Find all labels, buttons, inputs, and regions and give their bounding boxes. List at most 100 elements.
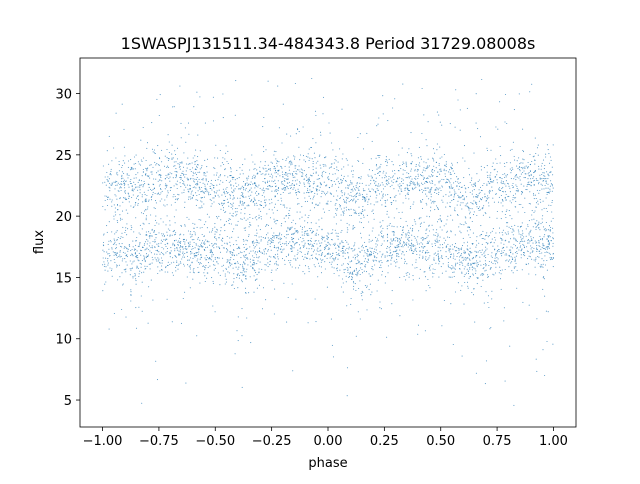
- data-point: [382, 196, 384, 198]
- data-point: [113, 258, 115, 261]
- data-point: [213, 247, 215, 249]
- data-point: [141, 281, 143, 283]
- data-point: [428, 191, 430, 193]
- data-point: [326, 245, 329, 247]
- data-point: [248, 175, 250, 177]
- data-point: [199, 227, 201, 229]
- data-point: [148, 186, 150, 188]
- data-point: [358, 212, 360, 215]
- data-point: [429, 192, 431, 194]
- data-point: [149, 177, 151, 179]
- data-point: [439, 219, 441, 221]
- data-point: [348, 246, 350, 248]
- data-point: [316, 189, 318, 191]
- data-point: [398, 211, 400, 214]
- data-point: [441, 156, 443, 158]
- data-point: [527, 239, 529, 241]
- data-point: [359, 263, 361, 265]
- data-point: [511, 225, 513, 227]
- data-point: [211, 245, 213, 247]
- data-point: [454, 268, 456, 270]
- data-point: [228, 205, 230, 207]
- data-point: [531, 210, 533, 212]
- data-point: [406, 242, 408, 244]
- data-point: [121, 243, 123, 245]
- data-point: [293, 258, 295, 260]
- data-point: [325, 245, 328, 247]
- data-point: [414, 177, 416, 179]
- data-point: [475, 270, 477, 272]
- data-point: [510, 246, 512, 248]
- data-point: [261, 308, 264, 310]
- data-point: [371, 210, 373, 212]
- data-point: [441, 257, 444, 259]
- data-point: [366, 250, 368, 252]
- data-point: [135, 217, 137, 219]
- data-point: [176, 249, 178, 251]
- data-point: [492, 197, 494, 199]
- data-point: [410, 175, 412, 177]
- data-point: [397, 253, 399, 255]
- data-point: [443, 237, 445, 239]
- data-point: [495, 255, 497, 257]
- data-point: [198, 248, 200, 250]
- data-point: [507, 231, 509, 233]
- data-point: [276, 193, 279, 195]
- data-point: [551, 184, 553, 186]
- data-point: [356, 183, 358, 185]
- data-point: [237, 273, 239, 275]
- data-point: [512, 199, 514, 201]
- data-point: [374, 256, 376, 259]
- data-point: [469, 276, 472, 278]
- data-point: [305, 180, 308, 182]
- data-point: [120, 187, 122, 189]
- data-point: [368, 241, 370, 243]
- data-point: [459, 223, 461, 225]
- data-point: [491, 190, 493, 192]
- data-point: [379, 171, 381, 173]
- data-point: [111, 205, 113, 207]
- data-point: [442, 263, 444, 265]
- data-point: [493, 274, 495, 276]
- data-point: [143, 243, 146, 245]
- data-point: [409, 208, 411, 210]
- data-point: [217, 263, 219, 265]
- data-point: [154, 240, 156, 243]
- data-point: [180, 178, 182, 180]
- data-point: [340, 286, 343, 288]
- data-point: [131, 186, 133, 188]
- data-point: [541, 239, 544, 241]
- data-point: [224, 275, 226, 277]
- data-point: [438, 276, 440, 278]
- data-point: [542, 245, 544, 247]
- data-point: [487, 274, 489, 276]
- data-point: [539, 189, 541, 192]
- data-point: [134, 252, 137, 254]
- data-point: [428, 198, 430, 200]
- data-point: [205, 221, 207, 223]
- data-point: [521, 191, 523, 193]
- data-point: [128, 197, 130, 199]
- data-point: [548, 225, 551, 227]
- data-point: [155, 164, 157, 166]
- data-point: [224, 223, 226, 225]
- data-point: [406, 184, 408, 186]
- data-point: [521, 269, 523, 271]
- data-point: [212, 305, 214, 307]
- data-point: [425, 202, 427, 204]
- data-point: [115, 214, 117, 216]
- data-point: [390, 203, 393, 206]
- data-point: [446, 231, 448, 233]
- data-point: [550, 183, 552, 185]
- data-point: [224, 175, 226, 177]
- data-point: [507, 196, 509, 198]
- data-point: [533, 155, 535, 157]
- data-point: [413, 235, 415, 238]
- data-point: [360, 232, 362, 234]
- data-point: [117, 174, 119, 176]
- data-point: [541, 252, 543, 254]
- data-point: [448, 236, 450, 239]
- data-point: [227, 260, 229, 262]
- data-point: [123, 146, 125, 148]
- data-point: [467, 226, 469, 228]
